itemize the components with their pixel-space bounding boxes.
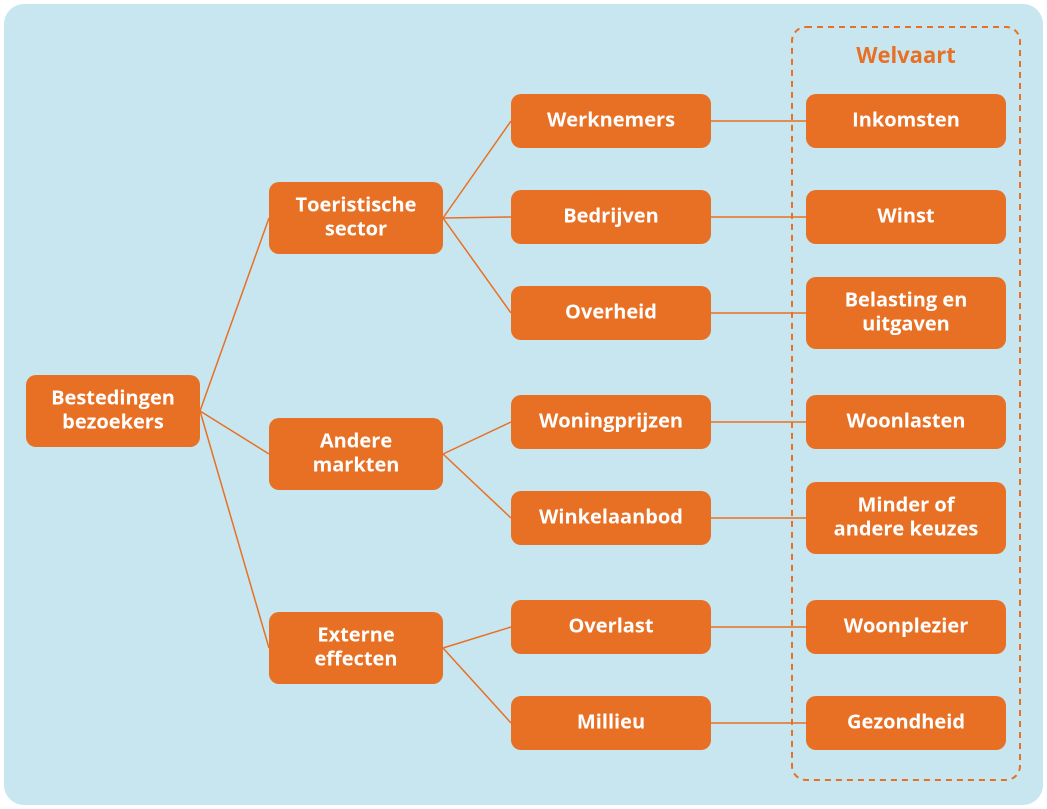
node-d3-label-line-0: Belasting en	[845, 285, 968, 312]
node-c5-label-line-0: Winkelaanbod	[539, 502, 683, 529]
node-d1-label-line-0: Inkomsten	[852, 105, 960, 132]
node-d5-label-line-0: Minder of	[858, 490, 956, 517]
node-d3-label-line-1: uitgaven	[862, 309, 950, 336]
node-root-label-line-1: bezoekers	[62, 407, 164, 434]
node-b1-label-line-0: Toeristische	[296, 190, 417, 217]
node-c1-label-line-0: Werknemers	[547, 105, 675, 132]
node-c4-label-line-0: Woningprijzen	[539, 406, 683, 433]
node-b2-label-line-0: Andere	[320, 426, 392, 453]
edge-b1-c2	[443, 217, 511, 218]
node-c6-label-line-0: Overlast	[569, 611, 654, 638]
node-d7-label-line-0: Gezondheid	[847, 707, 965, 734]
node-b1-label-line-1: sector	[325, 214, 387, 241]
node-c7-label-line-0: Millieu	[577, 707, 645, 734]
node-d2-label-line-0: Winst	[877, 201, 935, 228]
node-c2-label-line-0: Bedrijven	[563, 201, 659, 228]
node-b3-label-line-1: effecten	[314, 644, 397, 671]
node-b3-label-line-0: Externe	[317, 620, 394, 647]
node-root-label-line-0: Bestedingen	[51, 383, 175, 410]
node-d6-label-line-0: Woonplezier	[844, 611, 969, 638]
welvaart-group-label: Welvaart	[856, 40, 956, 70]
node-b2-label-line-1: markten	[313, 450, 400, 477]
node-d4-label-line-0: Woonlasten	[846, 406, 965, 433]
node-d5-label-line-1: andere keuzes	[834, 514, 979, 541]
node-c3-label-line-0: Overheid	[565, 297, 657, 324]
tree-diagram: Welvaart Bestedingenbezoekers Toeristische…	[0, 0, 1047, 809]
